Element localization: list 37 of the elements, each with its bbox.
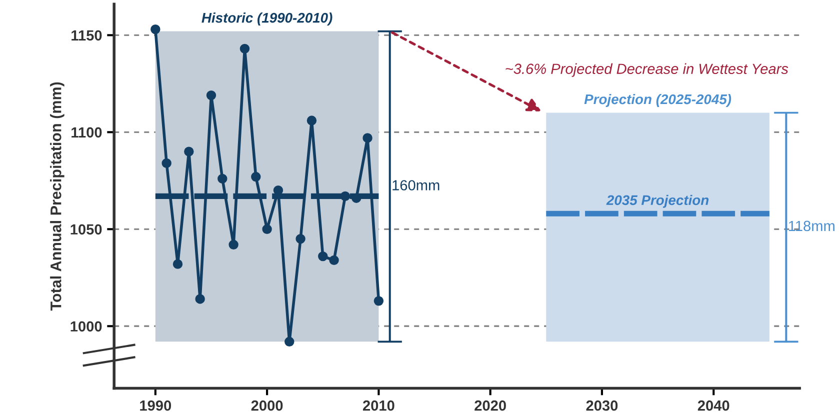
point [218,174,228,184]
x-tick-label: 2040 [698,400,730,411]
y-tick-label: 1100 [72,127,102,138]
annotation: ~3.6% Projected Decrease in Wettest Years [506,63,788,77]
point [329,255,339,266]
annotation: 160mm [392,180,440,190]
point [150,24,160,34]
point [362,133,372,143]
point [206,90,216,100]
point [195,294,205,304]
point [284,336,294,347]
x-tick-label: 2000 [251,400,283,411]
point [184,146,194,156]
ref-line-label: 2035 Projection [606,194,709,208]
x-tick-label: 2010 [362,400,394,411]
point [374,296,384,306]
y-tick-label: 1000 [70,321,102,332]
point [306,116,317,126]
point [352,193,362,203]
point [162,158,172,168]
point [228,240,238,250]
x-tick-label: 1990 [140,400,172,411]
y-tick-label: 1050 [70,224,102,235]
point [251,172,261,182]
point [340,191,350,202]
point [262,224,272,234]
x-tick-label: 2020 [474,400,506,411]
point [296,234,306,244]
x-tick-label: 2030 [586,400,618,411]
y-tick-label: 1150 [72,30,102,41]
y-axis-title: Total Annual Precipitation (mm) [50,82,64,311]
point [172,259,183,269]
band-label: Historic (1990-2010) [202,12,332,26]
annotation: 118mm [788,220,834,232]
point [318,251,328,262]
point [240,44,250,54]
band-label: Projection (2025-2045) [584,94,732,107]
